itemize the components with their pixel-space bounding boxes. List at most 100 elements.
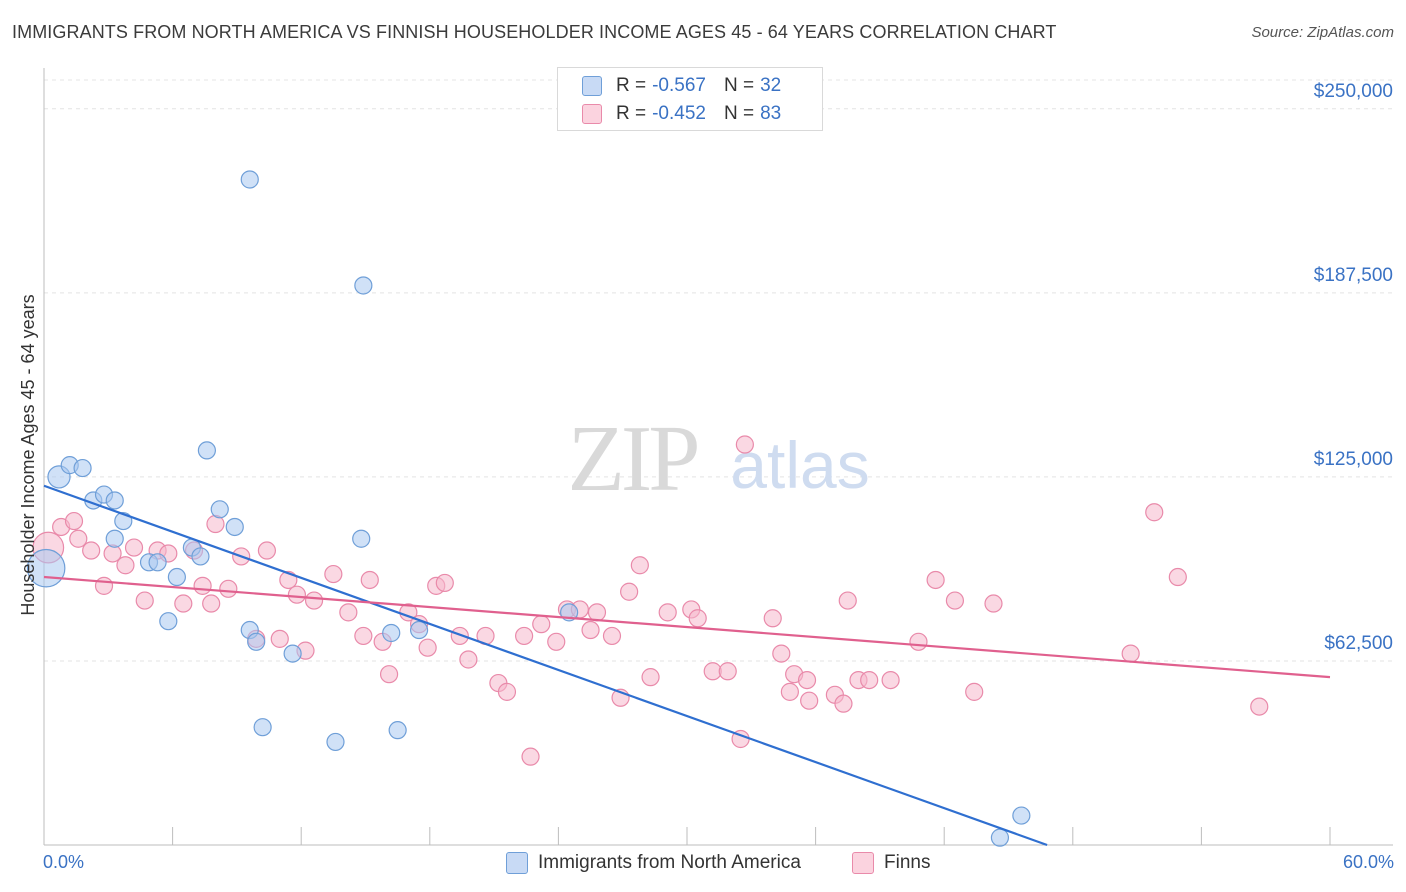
finns-point — [763, 609, 782, 628]
legend-row-finns: R = -0.452 N = 83 — [582, 101, 781, 127]
legend-swatch-finns — [582, 104, 602, 124]
finns-point — [174, 594, 193, 613]
legend-n-label: N = — [723, 103, 755, 124]
finns-point — [620, 582, 639, 601]
y-tick-label: $250,000 — [1314, 81, 1393, 102]
finns-point — [116, 556, 135, 575]
finns-point — [450, 626, 469, 646]
finns-point — [965, 682, 984, 701]
finns-point — [630, 556, 649, 575]
finns-point — [772, 644, 791, 663]
series-swatch-finns — [852, 852, 874, 874]
finns-point — [718, 662, 737, 681]
finns-trend-line — [43, 575, 1331, 679]
immigrants-point — [105, 529, 124, 548]
finns-point — [602, 626, 622, 646]
finns-point — [860, 670, 879, 690]
finns-point — [94, 576, 114, 595]
series-swatch-immigrants — [506, 852, 528, 874]
finns-point — [64, 511, 84, 531]
finns-point — [324, 564, 343, 584]
x-tick-max: 60.0% — [1342, 852, 1394, 872]
finns-point — [435, 573, 454, 593]
finns-point — [1168, 567, 1187, 587]
series-legend-immigrants: Immigrants from North America — [506, 852, 801, 874]
chart-title: IMMIGRANTS FROM NORTH AMERICA VS FINNISH… — [12, 22, 1057, 42]
immigrants-point — [167, 567, 186, 587]
finns-point — [735, 435, 754, 454]
immigrants-point — [409, 620, 429, 640]
legend-r-label: R = — [616, 75, 647, 96]
finns-point — [82, 541, 101, 560]
immigrants-point — [159, 612, 178, 631]
immigrants-point — [388, 721, 407, 740]
immigrants-point — [247, 632, 266, 651]
finns-point — [688, 609, 707, 628]
finns-point — [287, 585, 307, 604]
finns-point — [881, 670, 900, 690]
finns-point — [838, 591, 857, 610]
finns-point — [532, 615, 551, 634]
immigrants-trend-line — [43, 484, 1048, 847]
finns-point — [354, 626, 373, 646]
finns-point — [834, 694, 853, 713]
immigrants-point — [105, 491, 124, 510]
finns-point — [515, 626, 534, 646]
legend-r-label: R = — [616, 103, 647, 124]
finns-point — [800, 691, 819, 710]
watermark-atlas: atlas — [730, 428, 869, 502]
immigrants-point — [253, 718, 272, 737]
finns-point — [797, 670, 817, 690]
immigrants-point — [148, 553, 167, 572]
finns-point — [219, 579, 238, 598]
finns-point — [780, 682, 799, 701]
finns-point — [658, 603, 677, 622]
immigrants-point — [197, 441, 216, 460]
y-tick-labels: $62,500 $125,000 $187,500 $250,000 — [1314, 81, 1393, 654]
legend-n-value: 83 — [760, 103, 782, 124]
finns-point — [135, 591, 154, 610]
grid-lines — [44, 79, 1393, 662]
finns-point — [257, 541, 277, 560]
finns-point — [547, 632, 566, 651]
legend-n-value: 32 — [760, 75, 782, 96]
finns-point — [1121, 644, 1140, 663]
immigrants-point — [352, 529, 371, 548]
finns-point — [360, 570, 379, 590]
immigrants-point — [73, 458, 92, 478]
y-tick-label: $125,000 — [1314, 449, 1393, 470]
source-label: Source: ZipAtlas.com — [1251, 24, 1394, 41]
axes — [43, 68, 1393, 846]
finns-point — [193, 576, 212, 595]
finns-point — [459, 650, 478, 669]
finns-point — [521, 747, 540, 766]
finns-point — [124, 538, 144, 557]
finns-point — [984, 594, 1003, 613]
immigrants-point — [225, 517, 244, 537]
immigrants-point — [382, 623, 401, 643]
finns-point — [497, 682, 517, 701]
immigrants-point — [210, 500, 229, 519]
finns-point — [69, 529, 88, 548]
immigrants-point — [240, 170, 259, 189]
finns-point — [379, 665, 399, 684]
finns-point — [641, 668, 660, 687]
series-name-immigrants: Immigrants from North America — [538, 852, 801, 873]
legend-n-label: N = — [723, 75, 755, 96]
legend-r-value: -0.567 — [652, 75, 706, 96]
immigrants-point — [191, 547, 210, 566]
correlation-legend: R = -0.567 N = 32 R = -0.452 N = 83 — [557, 67, 823, 131]
finns-point — [587, 603, 607, 622]
immigrants-points — [26, 170, 1031, 847]
watermark-zip: ZIP — [568, 407, 698, 511]
finns-point — [581, 620, 600, 640]
finns-point — [339, 603, 358, 622]
finns-point — [202, 594, 221, 613]
finns-point — [304, 591, 324, 610]
watermark: ZIP atlas — [568, 407, 870, 511]
y-tick-label: $62,500 — [1324, 633, 1393, 654]
y-tick-label: $187,500 — [1314, 265, 1393, 286]
finns-point — [926, 570, 945, 590]
legend-row-immigrants: R = -0.567 N = 32 — [582, 73, 781, 99]
